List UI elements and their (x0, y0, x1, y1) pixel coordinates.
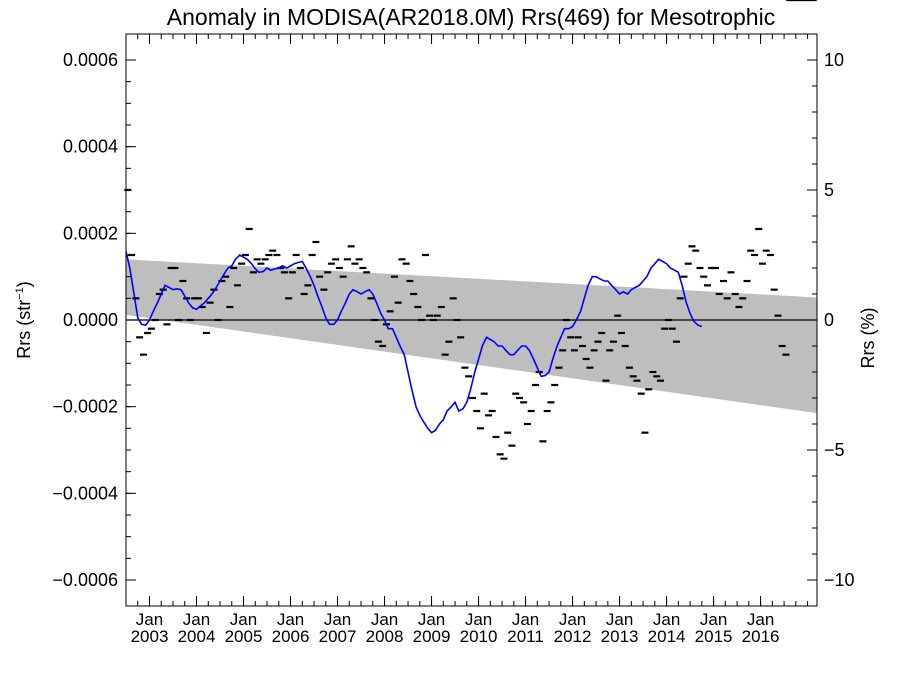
left-tick-label: 0.0006 (63, 50, 118, 70)
x-tick-year-label: 2015 (695, 627, 733, 646)
right-tick-label: −10 (824, 570, 855, 590)
left-axis-label: Rrs (str−1) (14, 281, 34, 359)
x-tick-month-label: Jan (418, 610, 445, 629)
x-tick-year-label: 2006 (272, 627, 310, 646)
left-tick-label: −0.0004 (52, 483, 118, 503)
x-tick-year-label: 2013 (601, 627, 639, 646)
right-y-axis: 10 5 0 −5 −10 (807, 50, 855, 590)
x-axis: Jan2003Jan2004Jan2005Jan2006Jan2007Jan20… (125, 34, 809, 646)
right-tick-label: 0 (824, 310, 834, 330)
x-tick-month-label: Jan (371, 610, 398, 629)
x-tick-month-label: Jan (512, 610, 539, 629)
left-y-axis: 0.0006 0.0004 0.0002 0.0000 −0.0002 −0.0004 −0… (52, 50, 136, 590)
right-tick-label: −5 (824, 440, 845, 460)
x-tick-year-label: 2012 (554, 627, 592, 646)
x-tick-year-label: 2008 (366, 627, 404, 646)
x-tick-year-label: 2005 (225, 627, 263, 646)
x-tick-year-label: 2010 (460, 627, 498, 646)
x-tick-year-label: 2004 (178, 627, 216, 646)
left-tick-label: −0.0006 (52, 570, 118, 590)
x-tick-year-label: 2007 (319, 627, 357, 646)
x-tick-year-label: 2016 (742, 627, 780, 646)
left-tick-label: 0.0002 (63, 223, 118, 243)
x-tick-month-label: Jan (277, 610, 304, 629)
left-axis-label-base: Rrs (str (14, 300, 34, 359)
x-tick-month-label: Jan (324, 610, 351, 629)
x-tick-year-label: 2009 (413, 627, 451, 646)
left-tick-label: −0.0002 (52, 397, 118, 417)
x-tick-month-label: Jan (183, 610, 210, 629)
monthly-anomaly-markers (124, 0, 817, 460)
x-tick-year-label: 2014 (648, 627, 686, 646)
x-tick-month-label: Jan (653, 610, 680, 629)
left-tick-label: 0.0000 (63, 310, 118, 330)
x-tick-year-label: 2003 (131, 627, 169, 646)
x-tick-month-label: Jan (606, 610, 633, 629)
right-tick-label: 5 (824, 180, 834, 200)
x-tick-month-label: Jan (230, 610, 257, 629)
x-tick-month-label: Jan (747, 610, 774, 629)
left-axis-label-close: ) (14, 281, 34, 287)
x-tick-month-label: Jan (559, 610, 586, 629)
x-tick-month-label: Jan (136, 610, 163, 629)
x-tick-month-label: Jan (465, 610, 492, 629)
right-axis-label: Rrs (%) (858, 308, 878, 369)
trend-uncertainty-band (126, 259, 817, 414)
x-tick-month-label: Jan (700, 610, 727, 629)
left-tick-label: 0.0004 (63, 137, 118, 157)
chart-title: Anomaly in MODISA(AR2018.0M) Rrs(469) fo… (167, 4, 775, 30)
smoothed-anomaly-line (125, 251, 703, 434)
left-axis-label-superscript: −1 (14, 287, 26, 300)
right-tick-label: 10 (824, 50, 844, 70)
x-tick-year-label: 2011 (507, 627, 544, 646)
plot-area (124, 0, 817, 460)
